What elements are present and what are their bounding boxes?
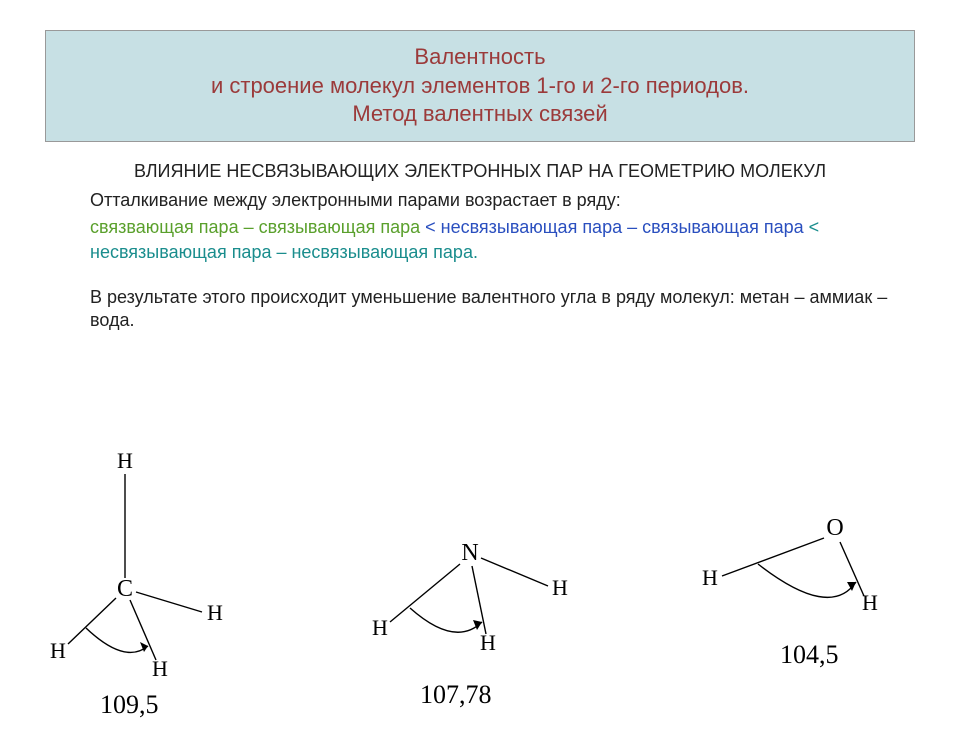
angle-methane: 109,5 bbox=[100, 690, 159, 720]
intro-text: Отталкивание между электронными парами в… bbox=[90, 190, 900, 211]
slide-title-box: Валентность и строение молекул элементов… bbox=[45, 30, 915, 142]
atom-H: H bbox=[862, 590, 878, 615]
angle-water: 104,5 bbox=[780, 640, 839, 670]
atom-H: H bbox=[552, 575, 568, 600]
atom-H: H bbox=[372, 615, 388, 640]
title-line-1: Валентность bbox=[66, 43, 894, 72]
atom-H: H bbox=[702, 565, 718, 590]
result-text: В результате этого происходит уменьшение… bbox=[90, 286, 900, 333]
atom-H: H bbox=[152, 656, 168, 681]
molecule-methane: C H H H H 109,5 bbox=[40, 440, 260, 700]
molecule-ammonia: N H H H 107,78 bbox=[350, 530, 590, 690]
title-line-2: и строение молекул элементов 1-го и 2-го… bbox=[66, 72, 894, 101]
atom-H: H bbox=[117, 448, 133, 473]
ord-lt1: < bbox=[420, 217, 441, 237]
atom-O: O bbox=[826, 515, 843, 541]
atom-C: C bbox=[117, 576, 133, 602]
ord-seg3: несвязывающая пара – несвязывающая пара. bbox=[90, 242, 478, 262]
ord-seg1: связвающая пара – связывающая пара bbox=[90, 217, 420, 237]
title-line-3: Метод валентных связей bbox=[66, 100, 894, 129]
atom-H: H bbox=[50, 638, 66, 663]
molecule-water: O H H 104,5 bbox=[680, 510, 900, 650]
ord-lt2: < bbox=[804, 217, 820, 237]
ord-seg2: несвязывающая пара – связывающая пара bbox=[441, 217, 804, 237]
atom-H: H bbox=[480, 630, 496, 655]
molecule-diagrams: C H H H H 109,5 N H H bbox=[0, 440, 960, 740]
angle-ammonia: 107,78 bbox=[420, 680, 492, 710]
atom-N: N bbox=[461, 540, 478, 566]
section-subtitle: ВЛИЯНИЕ НЕСВЯЗЫВАЮЩИХ ЭЛЕКТРОННЫХ ПАР НА… bbox=[60, 160, 900, 183]
atom-H: H bbox=[207, 600, 223, 625]
ordering-text: связвающая пара – связывающая пара < нес… bbox=[90, 215, 900, 264]
